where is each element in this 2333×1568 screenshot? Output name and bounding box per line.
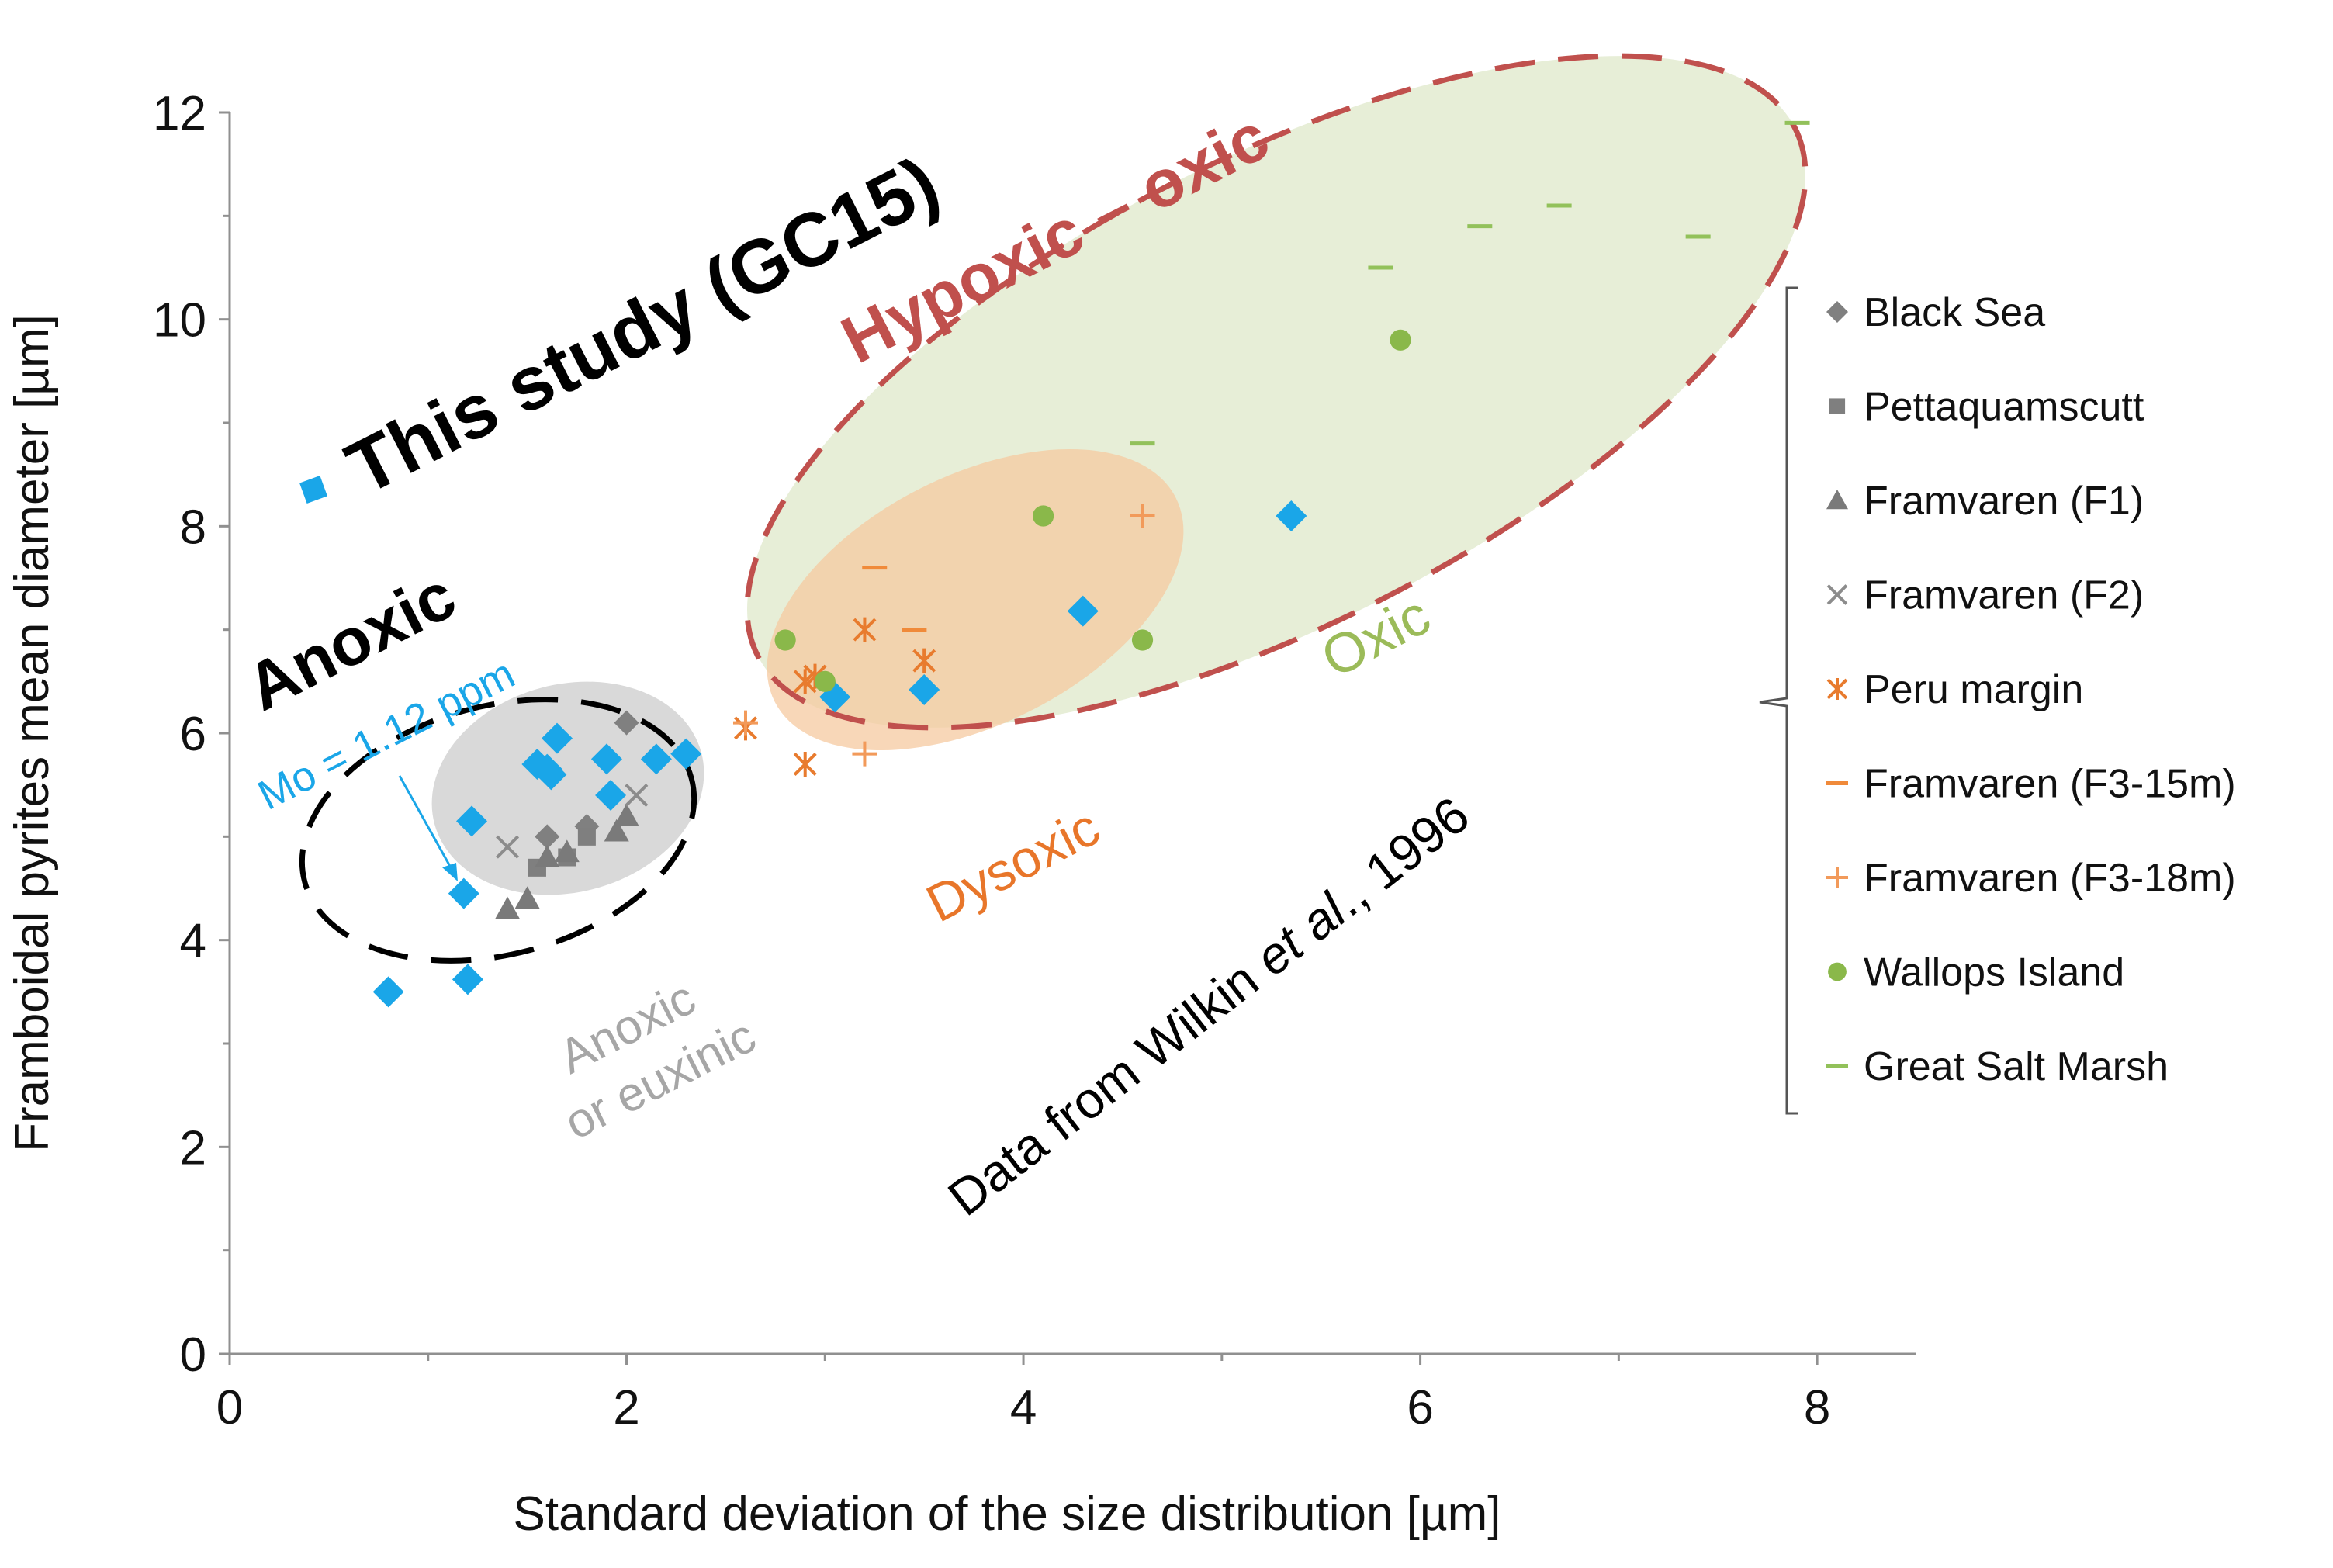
anoxic-outline [299,697,697,964]
this-study-gc15-point [670,738,702,770]
this-study-marker [299,476,327,504]
legend-label-great-salt-marsh: Great Salt Marsh [1864,1044,2169,1089]
legend-marker-pettaquamscutt [1829,398,1846,414]
y-tick-label: 10 [153,294,206,348]
x-ticks: 0 2 4 6 8 [216,1354,1830,1435]
wallops-island-point [1033,505,1054,527]
dysoxic-label: Dysoxic [917,798,1109,934]
legend-marker-framvaren-f2 [1826,584,1848,605]
y-tick-label: 8 [180,500,206,554]
dysoxic-region [767,448,1184,751]
black-sea-point [614,710,639,736]
wallops-island-point [774,629,796,651]
legend-marker-wallops-island [1828,962,1847,981]
peru-margin-point [912,648,936,673]
legend-label-framvaren-f3-18m: Framvaren (F3-18m) [1864,856,2236,901]
y-tick-label: 4 [180,915,206,968]
framvaren-f2-point [496,835,520,859]
y-tick-label: 0 [180,1328,206,1382]
framvaren-f3-18m-point [1130,504,1155,528]
legend-marker-black-sea [1826,301,1848,323]
framvaren-f3-18m-point [852,741,877,767]
this-study-gc15-point [456,805,488,837]
framvaren-f1-point [604,819,629,842]
this-study-gc15-point [595,780,627,811]
this-study-gc15-point [448,877,479,909]
x-tick-label: 8 [1804,1381,1830,1435]
legend-marker-framvaren-f3-18m [1826,867,1848,888]
y-axis-title: Framboidal pyrites mean diameter [µm] [5,314,59,1152]
legend-brace [1759,286,1798,1115]
legend-label-peru-margin: Peru margin [1864,667,2083,712]
y-ticks: 0 2 4 6 8 10 12 [153,87,230,1382]
markers [372,120,1810,1008]
this-study-gc15-point [452,964,483,995]
framvaren-f1-point [554,839,580,863]
peru-margin-point [853,617,877,642]
mo-arrow-line [398,775,453,870]
legend-label-framvaren-f2: Framvaren (F2) [1864,573,2144,618]
this-study-gc15-point [909,674,940,705]
framvaren-f3-18m-point [732,710,758,736]
wallops-island-point [1390,329,1411,351]
x-tick-label: 6 [1407,1381,1433,1435]
y-tick-label: 6 [180,708,206,761]
this-study-gc15-point [590,743,622,775]
legend-label-framvaren-f1: Framvaren (F1) [1864,479,2144,524]
x-tick-label: 4 [1010,1381,1037,1435]
wallops-island-point [1131,629,1154,651]
mo-arrow-head [442,863,458,881]
this-study-gc15-point [372,976,404,1008]
peru-margin-point [793,752,817,777]
legend-label-pettaquamscutt: Pettaquamscutt [1864,385,2144,430]
x-tick-label: 0 [216,1381,243,1435]
y-tick-label: 12 [153,87,206,140]
framvaren-f1-point [614,803,639,826]
this-study-gc15-point [535,759,567,791]
wilkin-suffix: ., 1996 [1321,785,1480,927]
regions [299,53,1809,964]
x-axis-title: Standard deviation of the size distribut… [514,1487,1501,1541]
this-study-gc15-point [640,743,672,775]
legend-items: Black Sea Pettaquamscutt Framvaren (F1) Fra… [1826,290,2236,1089]
framvaren-f2-point [625,783,649,808]
x-tick-label: 2 [613,1381,639,1435]
y-tick-label: 2 [180,1121,206,1175]
this-study-gc15-point [1067,595,1099,627]
framvaren-f1-point [495,896,521,919]
this-study-gc15-point [1276,500,1307,531]
pettaquamscutt-point [577,827,596,846]
legend-label-framvaren-f3-15m: Framvaren (F3-15m) [1864,762,2236,807]
hypoxic-oxic-outline [744,53,1809,731]
wallops-island-point [814,670,836,692]
framvaren-f1-point [535,845,560,867]
legend-marker-peru-margin [1826,678,1848,700]
black-sea-point [535,824,560,850]
axes: 0 2 4 6 8 10 12 0 2 4 6 8 Standard deviation of th… [5,87,1916,1541]
legend: Black Sea Pettaquamscutt Framvaren (F1) Fra… [1759,286,2236,1115]
this-study-gc15-point [542,722,573,754]
legend-label-wallops-island: Wallops Island [1864,950,2124,995]
framvaren-f1-point [514,886,540,909]
wilkin-prefix: Data from Wilkin [937,941,1279,1227]
legend-label-black-sea: Black Sea [1864,290,2045,335]
legend-marker-framvaren-f1 [1826,490,1848,510]
